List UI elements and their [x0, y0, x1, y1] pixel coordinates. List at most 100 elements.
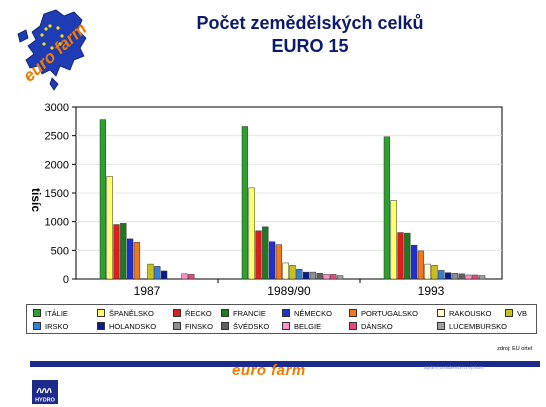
bar — [323, 274, 330, 280]
x-axis: 1987 1989/90 1993 — [134, 279, 445, 298]
legend-item: ŘECKO — [173, 309, 212, 318]
bar — [296, 269, 303, 280]
eu-stars — [40, 24, 64, 50]
legend-swatch — [349, 309, 357, 318]
euro-farm-logo: euro farm — [17, 9, 90, 91]
y-tick-label: 1500 — [45, 188, 69, 200]
bar — [289, 264, 296, 280]
legend-item: PORTUGALSKO — [349, 309, 418, 318]
bar — [404, 232, 411, 280]
x-tick-label: 1993 — [418, 284, 445, 298]
legend-label: NĚMECKO — [294, 309, 332, 318]
legend-swatch — [173, 309, 181, 318]
europe-map-icon — [17, 9, 87, 91]
y-tick-label: 3000 — [45, 102, 69, 114]
legend-label: ITÁLIE — [45, 309, 68, 318]
legend-swatch — [33, 309, 41, 318]
legend-label: ŠVÉDSKO — [233, 322, 270, 331]
legend-item: LUCEMBURSKO — [437, 322, 507, 331]
y-tick-label: 500 — [51, 245, 69, 257]
bar — [248, 187, 255, 280]
chart-legend: ITÁLIE ŠPANĚLSKO ŘECKO FRANCIE NĚMECKO PORTUG… — [26, 304, 537, 334]
bar — [336, 275, 344, 280]
bar — [154, 266, 161, 280]
legend-item: BELGIE — [282, 322, 321, 331]
bar — [120, 223, 127, 280]
legend-swatch — [437, 322, 445, 331]
bars — [99, 119, 486, 280]
bar — [397, 232, 404, 280]
bar — [302, 271, 310, 280]
x-tick-label: 1987 — [134, 284, 161, 298]
title-line-2: EURO 15 — [271, 36, 349, 56]
bar — [282, 262, 289, 280]
source-note: zdroj: EU ortel — [497, 346, 532, 352]
legend-label: LUCEMBURSKO — [449, 322, 507, 331]
legend-swatch — [282, 322, 290, 331]
legend-item: NĚMECKO — [282, 309, 332, 318]
page-title: Počet zemědělských celků EURO 15 — [120, 12, 500, 58]
bar — [106, 176, 113, 280]
legend-swatch — [437, 309, 445, 318]
bar — [147, 263, 154, 280]
bar — [410, 244, 418, 280]
legend-swatch — [221, 322, 229, 331]
y-tick-label: 0 — [63, 274, 69, 286]
bar — [472, 274, 479, 280]
bar — [390, 200, 397, 280]
legend-swatch — [97, 322, 105, 331]
legend-label: IRSKO — [45, 322, 69, 331]
legend-item: ITÁLIE — [33, 309, 68, 318]
bar — [181, 273, 188, 280]
bar — [431, 264, 438, 280]
bar — [188, 274, 195, 280]
y-tick-label: 2500 — [45, 131, 69, 143]
title-line-1: Počet zemědělských celků — [196, 13, 424, 33]
legend-label: VB — [517, 309, 528, 318]
bar — [444, 272, 452, 280]
legend-item: FRANCIE — [221, 309, 266, 318]
legend-swatch — [349, 322, 357, 331]
y-axis-label: tisíc — [29, 188, 43, 212]
bar — [316, 273, 323, 280]
x-tick-label: 1989/90 — [267, 284, 311, 298]
legend-label: FINSKO — [185, 322, 213, 331]
bar — [99, 119, 107, 280]
bar — [438, 270, 445, 280]
legend-item: RAKOUSKO — [437, 309, 492, 318]
hydro-viking-ship-icon — [36, 387, 52, 394]
bar — [113, 224, 120, 280]
bar — [330, 274, 337, 280]
legend-swatch — [221, 309, 229, 318]
legend-item: ŠVÉDSKO — [221, 322, 269, 331]
bar — [275, 244, 283, 280]
bar — [465, 274, 472, 280]
bar — [268, 241, 276, 280]
hydro-logo: HYDRO — [32, 380, 58, 404]
legend-label: ŘECKO — [185, 309, 212, 318]
legend-item: HOLANDSKO — [97, 322, 156, 331]
legend-swatch — [33, 322, 41, 331]
bar — [383, 136, 391, 280]
y-tick-label: 1000 — [45, 217, 69, 229]
y-axis: 0 500 1000 1500 2000 2500 3000 — [45, 102, 76, 286]
bar — [451, 273, 459, 280]
legend-label: ŠPANĚLSKO — [109, 309, 154, 318]
legend-label: FRANCIE — [233, 309, 266, 318]
hydro-text: HYDRO — [35, 398, 56, 404]
bar — [458, 273, 465, 280]
bar — [309, 271, 317, 280]
legend-item: VB — [505, 309, 527, 318]
legend-swatch — [505, 309, 513, 318]
gridlines — [76, 135, 502, 251]
bar-chart: 0 500 1000 1500 2000 2500 3000 1987 1989/90 1993… — [29, 102, 503, 298]
footer-bar — [30, 361, 540, 367]
bar — [262, 226, 269, 280]
legend-swatch — [282, 309, 290, 318]
legend-item: DÁNSKO — [349, 322, 393, 331]
bar — [133, 242, 141, 280]
legend-item: IRSKO — [33, 322, 68, 331]
bar — [241, 126, 249, 280]
legend-item: FINSKO — [173, 322, 213, 331]
y-tick-label: 2000 — [45, 159, 69, 171]
